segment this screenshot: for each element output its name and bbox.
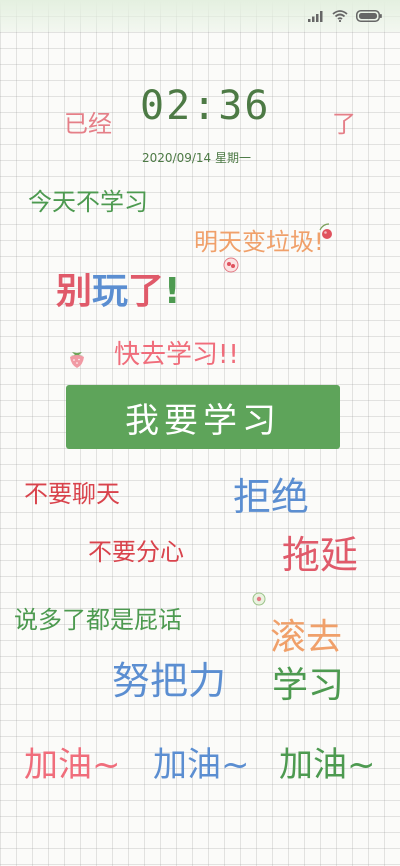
phrase-today-no-study: 今天不学习 [28,188,148,216]
phrase-cheer: 加油~ [279,745,376,785]
phrase-nonsense: 说多了都是屁话 [14,606,182,634]
phrase-tomorrow-trash: 明天变垃圾! [194,228,324,256]
phrase-effort: 努把力 [112,659,227,703]
status-bar [308,10,382,22]
phrase-study: 学习 [272,665,345,706]
phrase-char: 玩 [92,271,129,312]
wifi-icon [332,10,348,22]
phrase-no-chatting: 不要聊天 [24,480,120,508]
phrase-refuse: 拒绝 [233,475,310,519]
elapsed-time-clock: 02:36 [140,83,271,129]
date-label: 2020/09/14 星期一 [142,151,251,165]
cherry-sticker-icon [319,223,332,239]
strawberry-sticker-icon [70,352,84,368]
phrase-char: ! [164,271,181,312]
phrase-cheer: 加油~ [153,745,250,785]
phrase-no-distraction: 不要分心 [88,538,184,566]
top-header-band [0,0,400,32]
phrase-go-study: 快去学习!! [114,340,239,370]
phrase-char: 了 [128,271,165,312]
phrase-stop-playing: 别玩了! [56,274,180,310]
phrase-char: 别 [56,271,93,312]
berry-sticker-icon [223,257,239,273]
study-banner: 我要学习 [66,385,340,449]
signal-icon [308,11,323,22]
battery-icon [356,10,382,22]
timer-prefix: 已经 [64,110,112,138]
timer-suffix: 了 [332,110,356,138]
sparkle-sticker-icon [252,592,266,606]
phrase-get-lost: 滚去 [270,617,343,658]
phrase-cheer: 加油~ [24,745,121,785]
phrase-procrastinate: 拖延 [282,533,359,577]
